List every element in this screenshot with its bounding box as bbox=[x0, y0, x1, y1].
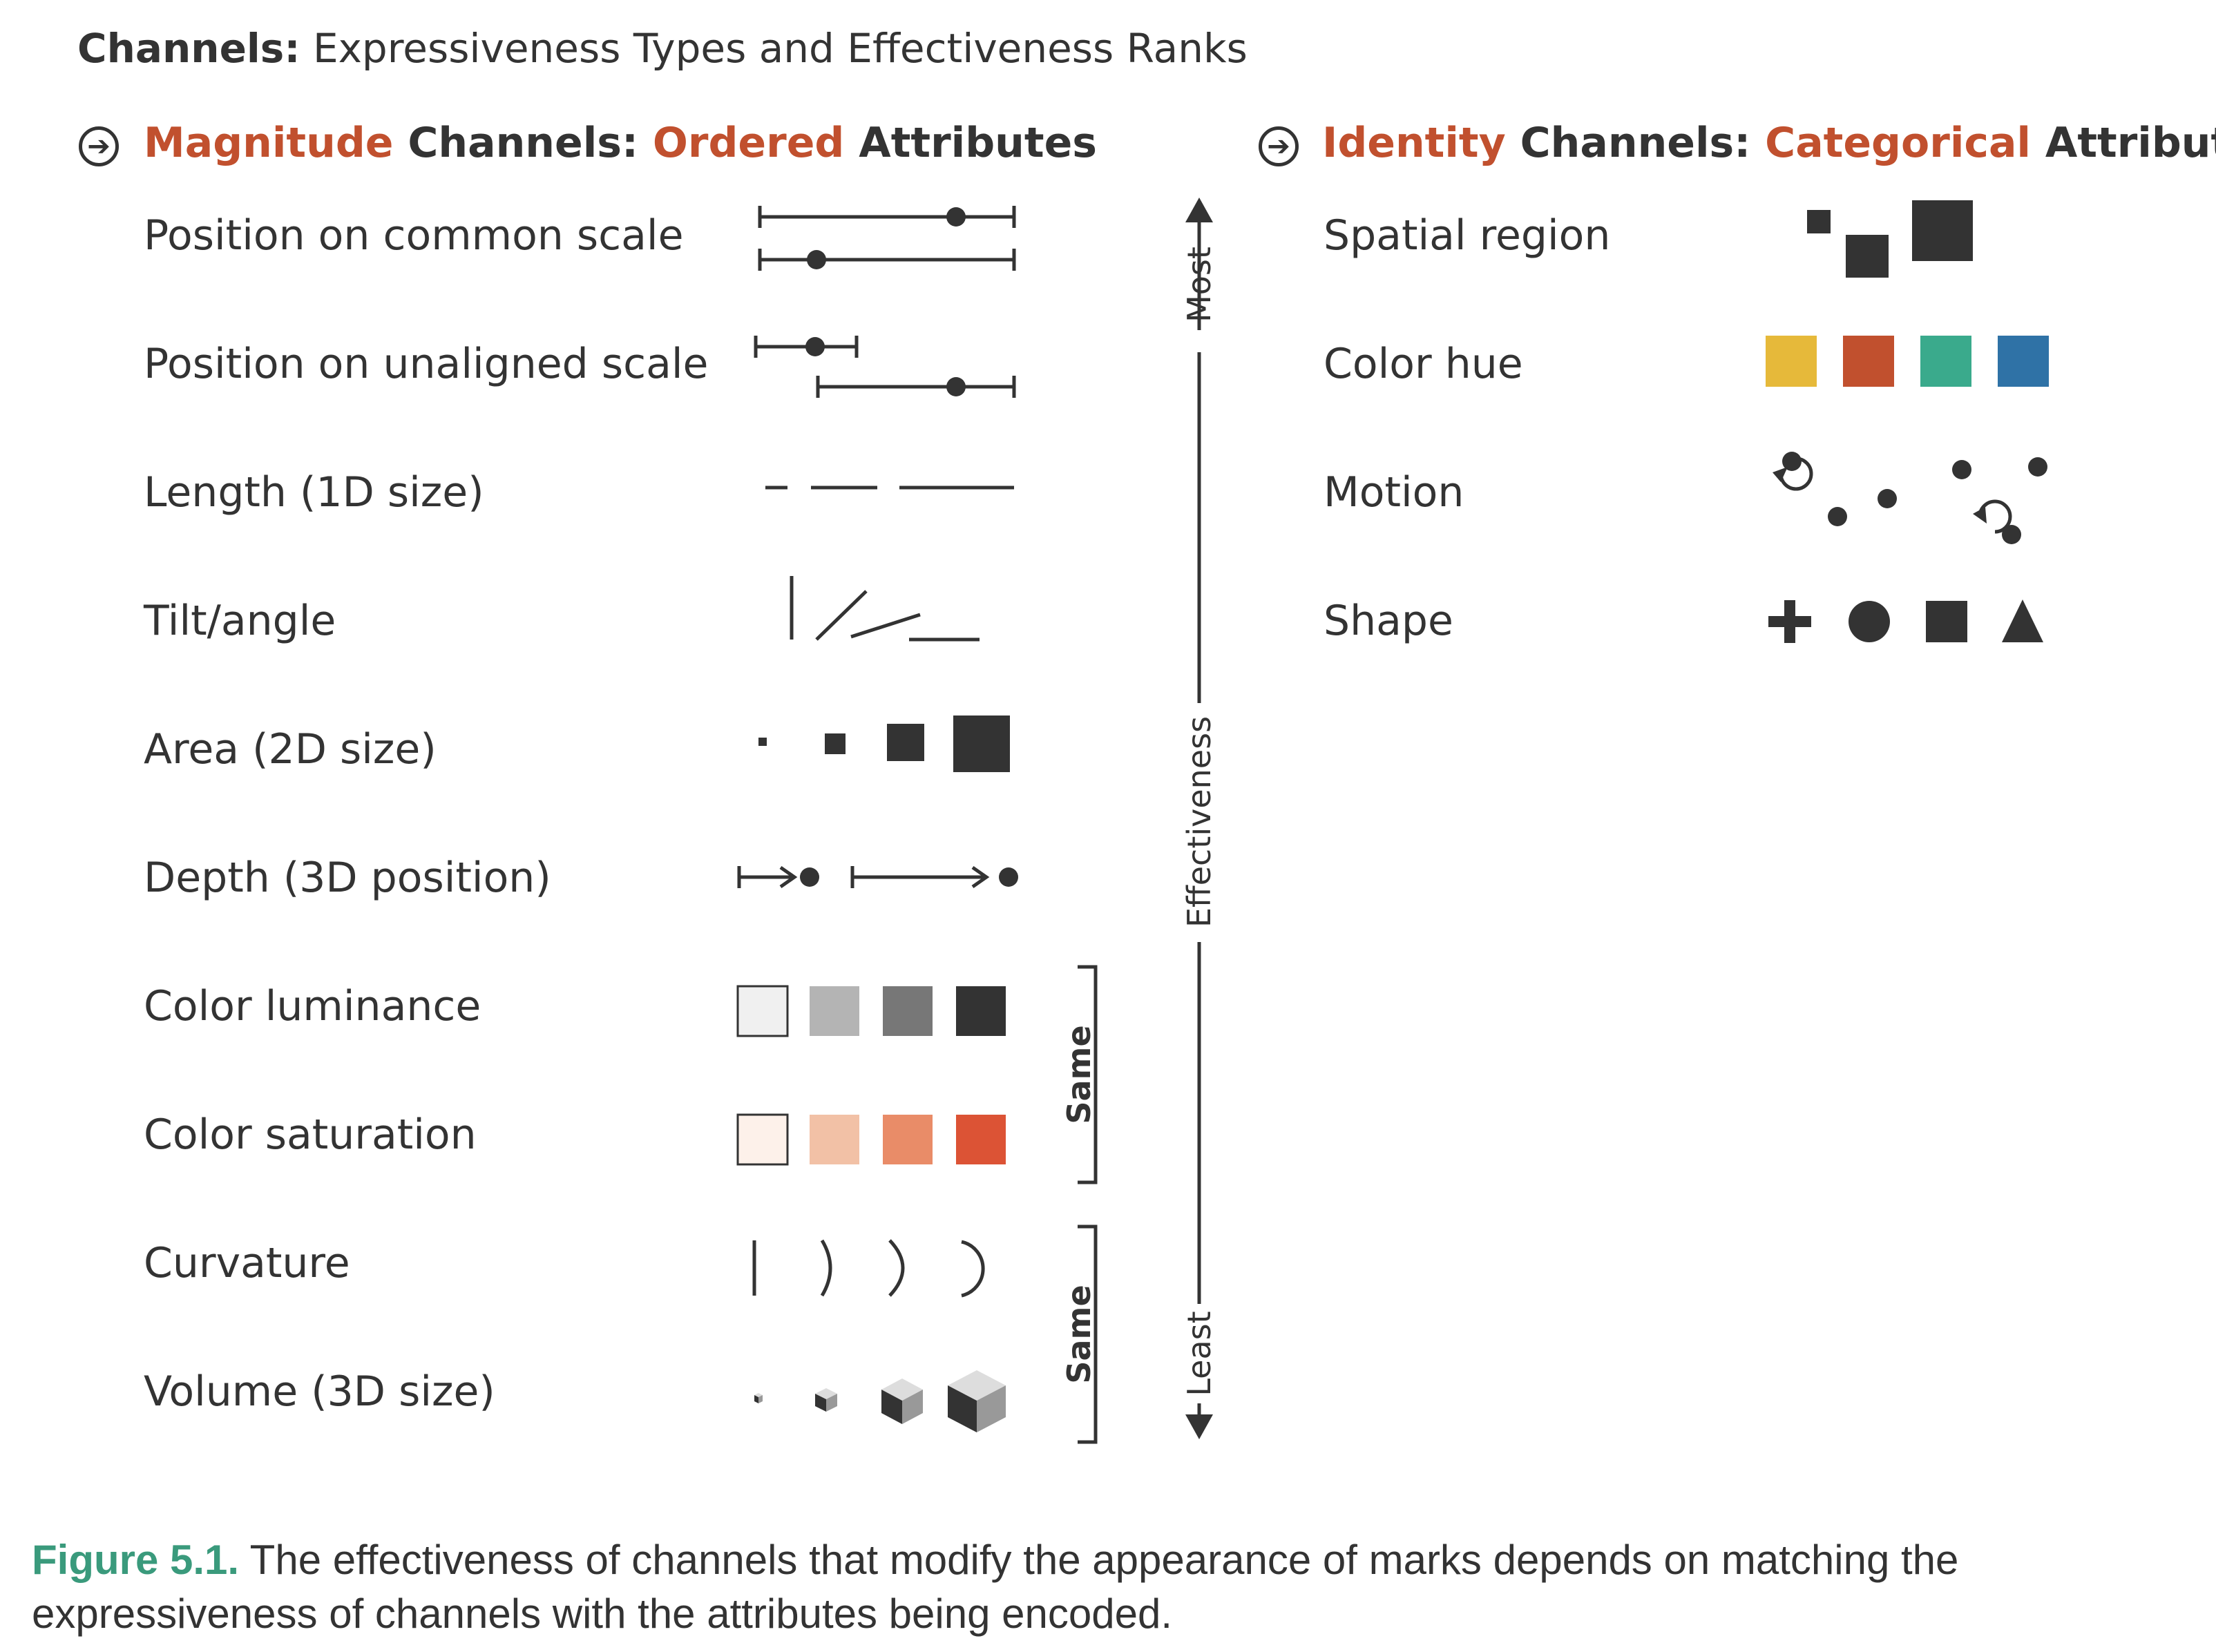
channel-label: Position on common scale bbox=[144, 211, 684, 260]
bracket-label-same: Same bbox=[1060, 1025, 1098, 1124]
channel-label: Position on unaligned scale bbox=[144, 340, 709, 388]
common-scale-glyph bbox=[758, 206, 1016, 271]
identity-header: Identity Channels: Categorical Attribute… bbox=[1322, 119, 2216, 167]
channel-label: Curvature bbox=[144, 1239, 350, 1287]
bracket-same-1 bbox=[1078, 965, 1098, 1184]
channel-label: Spatial region bbox=[1324, 211, 1611, 260]
channel-label: Volume (3D size) bbox=[144, 1367, 495, 1416]
bracket-label-same: Same bbox=[1060, 1285, 1098, 1383]
channel-label: Color saturation bbox=[144, 1111, 477, 1159]
axis-label-most: Most bbox=[1181, 247, 1218, 323]
curvature-glyph bbox=[752, 1239, 985, 1298]
arrow-right-icon: ➔ bbox=[79, 126, 119, 166]
channel-label: Motion bbox=[1324, 468, 1464, 517]
channel-label: Color luminance bbox=[144, 982, 481, 1030]
depth-glyph bbox=[737, 865, 990, 889]
arrow-right-icon: ➔ bbox=[1259, 126, 1299, 166]
page-title: Channels: Expressiveness Types and Effec… bbox=[77, 25, 1248, 72]
bracket-same-2 bbox=[1078, 1224, 1098, 1444]
channel-label: Shape bbox=[1324, 597, 1453, 645]
figure-caption: Figure 5.1. The effectiveness of channel… bbox=[32, 1537, 1959, 1637]
volume-glyph bbox=[754, 1370, 1006, 1432]
unaligned-scale-glyph bbox=[754, 336, 1016, 398]
arrow-up-icon bbox=[1185, 198, 1213, 222]
channel-label: Length (1D size) bbox=[144, 468, 484, 517]
arrow-down-icon bbox=[1185, 1414, 1213, 1439]
tilt-glyph bbox=[790, 576, 980, 642]
channel-label: Depth (3D position) bbox=[144, 854, 551, 902]
axis-label-least: Least bbox=[1181, 1311, 1218, 1396]
channel-label: Tilt/angle bbox=[144, 597, 336, 645]
channel-label: Color hue bbox=[1324, 340, 1523, 388]
channel-label: Area (2D size) bbox=[144, 725, 437, 774]
axis-label-effectiveness: Effectiveness bbox=[1181, 716, 1218, 928]
magnitude-header: Magnitude Channels: Ordered Attributes bbox=[144, 119, 1097, 167]
